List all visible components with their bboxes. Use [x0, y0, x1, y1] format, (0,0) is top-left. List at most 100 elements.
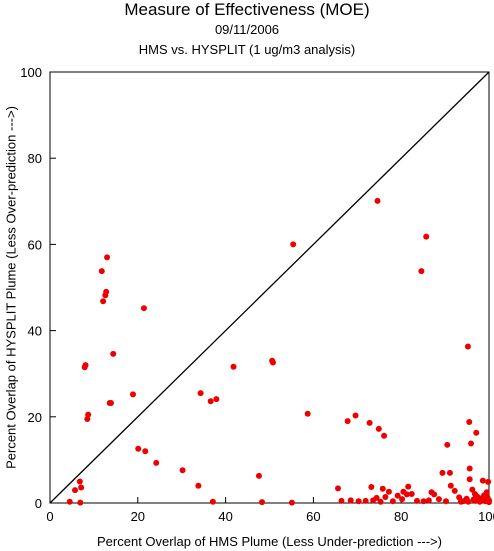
y-tick-label: 60 [28, 237, 42, 252]
data-point [435, 496, 442, 503]
data-point [230, 363, 237, 370]
data-point [82, 362, 89, 369]
data-point [77, 499, 84, 506]
data-point [389, 498, 396, 505]
plot-frame [49, 71, 490, 504]
data-point [466, 418, 473, 425]
data-point [473, 429, 480, 436]
chart-subtitle: HMS vs. HYSPLIT (1 ug/m3 analysis) [138, 42, 356, 57]
diagonal-reference-line [49, 71, 490, 504]
data-point [394, 492, 401, 499]
data-point [425, 497, 432, 504]
data-point [368, 484, 375, 491]
y-axis-label: Percent Overlap of HYSPLIT Plume (Less O… [3, 106, 18, 469]
data-point [418, 268, 425, 275]
data-point [104, 254, 111, 261]
data-point [483, 489, 490, 496]
data-point [352, 412, 359, 419]
data-point [444, 441, 451, 448]
data-point [385, 488, 392, 495]
data-point [110, 350, 117, 357]
x-tick-label: 60 [306, 509, 320, 524]
data-point [366, 419, 373, 426]
data-point [334, 485, 341, 492]
data-point [259, 499, 266, 506]
data-point [195, 482, 202, 489]
data-point [374, 197, 381, 204]
data-point [78, 484, 85, 491]
data-point [381, 432, 388, 439]
data-point [355, 498, 362, 505]
data-point [179, 467, 186, 474]
x-tick-label: 0 [46, 509, 53, 524]
x-tick-label: 40 [218, 509, 232, 524]
data-point [483, 496, 490, 503]
data-point [209, 498, 216, 505]
data-point [420, 498, 427, 505]
data-point [465, 498, 472, 505]
data-point [288, 499, 295, 506]
x-tick-label: 100 [478, 509, 494, 524]
x-axis-ticks: 0 20 40 60 80 100 [46, 497, 494, 524]
data-point [377, 498, 384, 505]
data-point [76, 478, 83, 485]
data-point [66, 498, 73, 505]
data-point [382, 493, 389, 500]
data-point [129, 391, 136, 398]
data-point [270, 359, 277, 366]
data-point [451, 487, 458, 494]
data-point [379, 485, 386, 492]
data-point [431, 491, 438, 498]
data-point [464, 343, 471, 350]
data-point [466, 476, 473, 483]
data-point [197, 390, 204, 397]
data-points [66, 197, 492, 506]
data-point [100, 298, 107, 305]
y-tick-label: 20 [28, 410, 42, 425]
data-point [362, 497, 369, 504]
data-point [439, 469, 446, 476]
data-point [142, 448, 149, 455]
x-tick-label: 20 [131, 509, 145, 524]
x-tick-label: 80 [394, 509, 408, 524]
x-axis-label: Percent Overlap of HMS Plume (Less Under… [97, 534, 442, 549]
data-point [485, 478, 492, 485]
y-tick-label: 100 [20, 65, 42, 80]
data-point [140, 305, 147, 312]
y-tick-label: 40 [28, 324, 42, 339]
data-point [255, 472, 262, 479]
chart-date: 09/11/2006 [214, 22, 280, 37]
data-point [446, 469, 453, 476]
data-point [304, 410, 311, 417]
data-point [466, 465, 473, 472]
data-point [414, 497, 421, 504]
data-point [103, 288, 110, 295]
data-point [471, 490, 478, 497]
y-axis-ticks: 0 20 40 60 80 100 [20, 65, 56, 511]
data-point [108, 400, 115, 407]
data-point [207, 398, 214, 405]
data-point [347, 497, 354, 504]
data-point [399, 496, 406, 503]
data-point [153, 459, 160, 466]
y-tick-label: 0 [35, 496, 42, 511]
chart-title: Measure of Effectiveness (MOE) [124, 0, 370, 19]
data-point [290, 241, 297, 248]
data-point [72, 487, 79, 494]
data-point [213, 396, 220, 403]
y-tick-label: 80 [28, 151, 42, 166]
data-point [469, 486, 476, 493]
data-point [456, 494, 463, 501]
data-point [338, 497, 345, 504]
data-point [405, 483, 412, 490]
data-point [479, 477, 486, 484]
data-point [98, 268, 105, 275]
data-point [423, 233, 430, 240]
data-point [344, 418, 351, 425]
data-point [403, 491, 410, 498]
data-point [447, 482, 454, 489]
data-point [135, 445, 142, 452]
data-point [373, 494, 380, 501]
data-point [85, 411, 92, 418]
